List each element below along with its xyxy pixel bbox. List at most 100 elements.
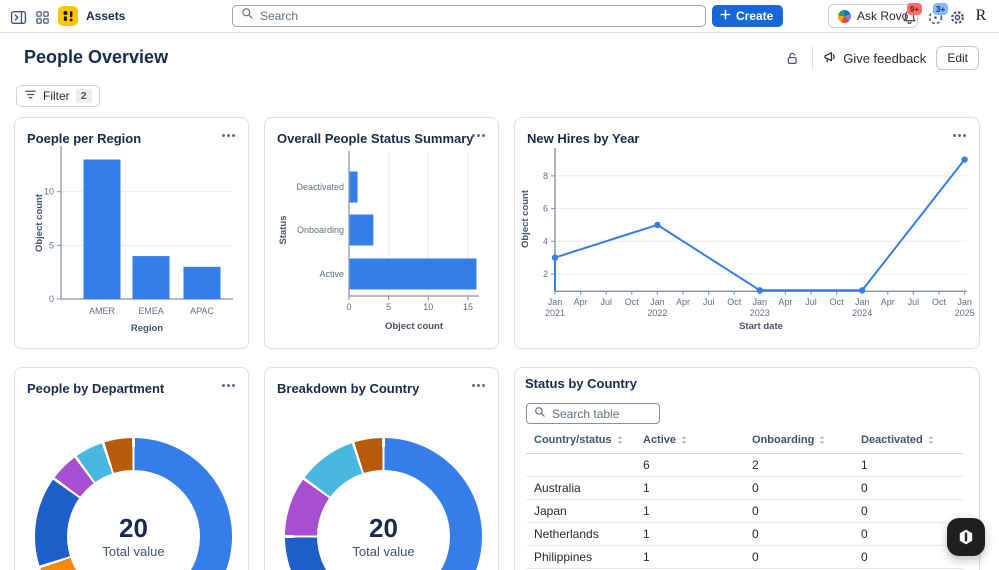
- svg-text:5: 5: [49, 240, 54, 250]
- table-cell: 0: [853, 545, 963, 569]
- rovo-chat-fab[interactable]: [947, 518, 985, 556]
- column-header-deactivated[interactable]: Deactivated: [853, 428, 963, 454]
- profile-avatar[interactable]: R: [975, 7, 987, 24]
- card-people-per-region: Poeple per Region 0 5 10 AMER EMEA APAC Region…: [14, 117, 249, 349]
- svg-text:8: 8: [543, 171, 548, 181]
- create-button[interactable]: Create: [712, 5, 784, 27]
- donut-total-label: Total value: [102, 544, 165, 560]
- table-search[interactable]: [526, 403, 660, 424]
- svg-text:2024: 2024: [852, 308, 872, 318]
- table-row: Netherlands 1 0 0: [526, 522, 963, 546]
- filter-icon: [24, 88, 37, 104]
- card-title: Breakdown by Country: [277, 381, 420, 396]
- global-search[interactable]: [232, 5, 706, 27]
- svg-text:Apr: Apr: [778, 297, 792, 307]
- card-status-summary: Overall People Status Summary 0 5 10 15 Deac…: [264, 117, 499, 349]
- notifications-badge[interactable]: 9+: [907, 3, 923, 15]
- table-cell: 0: [744, 476, 853, 500]
- svg-text:Region: Region: [131, 323, 163, 334]
- card-title: New Hires by Year: [527, 131, 640, 146]
- donut-center-label: 20 Total value: [285, 438, 482, 570]
- svg-text:Deactivated: Deactivated: [296, 182, 344, 192]
- header-divider: [812, 46, 814, 70]
- sort-icon: [681, 436, 687, 445]
- table-cell: Netherlands: [526, 522, 635, 546]
- card-breakdown-by-country: Breakdown by Country 20 Total value: [264, 367, 499, 570]
- svg-text:APAC: APAC: [190, 306, 214, 316]
- card-people-by-department: People by Department 20 Total value: [14, 367, 249, 570]
- filter-button[interactable]: Filter 2: [16, 85, 100, 107]
- card-menu-icon[interactable]: [216, 126, 240, 144]
- svg-text:Jan: Jan: [957, 297, 972, 307]
- filter-count-badge: 2: [75, 89, 92, 103]
- status-by-country-table: Country/status Active Onboarding Deactiv…: [526, 428, 963, 569]
- svg-text:Apr: Apr: [574, 297, 588, 307]
- table-cell: 1: [635, 476, 744, 500]
- header-actions: Give feedback Edit: [782, 45, 979, 71]
- svg-text:6: 6: [543, 204, 548, 214]
- svg-text:EMEA: EMEA: [138, 306, 164, 316]
- card-title: Status by Country: [525, 376, 637, 391]
- card-title: Overall People Status Summary: [277, 131, 474, 146]
- svg-text:Jul: Jul: [908, 297, 920, 307]
- page-title: People Overview: [24, 47, 169, 67]
- hbar-chart-status-summary: 0 5 10 15 Deactivated Onboarding Active Object …: [278, 151, 479, 332]
- table-cell: 1: [853, 453, 963, 477]
- svg-text:Jul: Jul: [703, 297, 715, 307]
- column-header-onboarding[interactable]: Onboarding: [744, 428, 853, 454]
- rovo-logo-icon: [838, 9, 851, 23]
- svg-text:2022: 2022: [647, 308, 667, 318]
- donut-total-value: 20: [369, 512, 398, 543]
- app-switcher-icon[interactable]: [32, 7, 52, 27]
- table-cell: 0: [853, 476, 963, 500]
- svg-text:Object count: Object count: [34, 193, 45, 252]
- sidebar-toggle-icon[interactable]: [8, 7, 28, 27]
- column-header-active[interactable]: Active: [635, 428, 744, 454]
- svg-text:Jan: Jan: [650, 297, 665, 307]
- svg-text:2023: 2023: [750, 308, 770, 318]
- svg-text:AMER: AMER: [89, 306, 116, 316]
- app-name: Assets: [86, 9, 126, 23]
- table-cell: 0: [744, 545, 853, 569]
- give-feedback-button[interactable]: Give feedback: [823, 50, 926, 67]
- plus-icon: [720, 9, 731, 23]
- lock-icon[interactable]: [782, 48, 802, 68]
- svg-text:0: 0: [346, 302, 351, 312]
- table-cell: Philippines: [526, 545, 635, 569]
- search-input[interactable]: [260, 9, 697, 23]
- assets-logo[interactable]: [58, 6, 78, 26]
- edit-button[interactable]: Edit: [936, 46, 979, 70]
- svg-text:Jul: Jul: [805, 297, 817, 307]
- top-nav: Assets Create Ask Rovo 9+ 3+: [0, 0, 999, 33]
- card-menu-icon[interactable]: [466, 376, 490, 394]
- svg-text:2: 2: [543, 269, 548, 279]
- table-search-input[interactable]: [552, 406, 652, 421]
- table-cell: 1: [635, 545, 744, 569]
- sort-icon: [617, 436, 623, 445]
- ask-rovo-button[interactable]: Ask Rovo: [828, 4, 919, 28]
- svg-text:Active: Active: [319, 269, 344, 279]
- svg-text:Jan: Jan: [855, 297, 870, 307]
- table-cell: 1: [635, 522, 744, 546]
- updates-badge[interactable]: 3+: [933, 3, 949, 15]
- table-row: Philippines 1 0 0: [526, 545, 963, 569]
- card-menu-icon[interactable]: [216, 376, 240, 394]
- svg-text:0: 0: [49, 294, 54, 304]
- svg-text:10: 10: [44, 187, 54, 197]
- card-menu-icon[interactable]: [947, 126, 971, 144]
- card-menu-icon[interactable]: [466, 126, 490, 144]
- sort-icon: [819, 436, 825, 445]
- table-cell: 6: [635, 453, 744, 477]
- table-cell: Australia: [526, 476, 635, 500]
- svg-text:Status: Status: [278, 215, 289, 244]
- card-title: Poeple per Region: [27, 131, 142, 146]
- settings-gear-icon[interactable]: [947, 7, 967, 27]
- megaphone-icon: [823, 50, 837, 67]
- svg-text:2025: 2025: [955, 308, 975, 318]
- sort-icon: [928, 436, 934, 445]
- svg-text:Object count: Object count: [520, 189, 531, 248]
- table-row: Japan 1 0 0: [526, 499, 963, 523]
- search-icon: [241, 7, 254, 25]
- column-header-country[interactable]: Country/status: [526, 428, 635, 454]
